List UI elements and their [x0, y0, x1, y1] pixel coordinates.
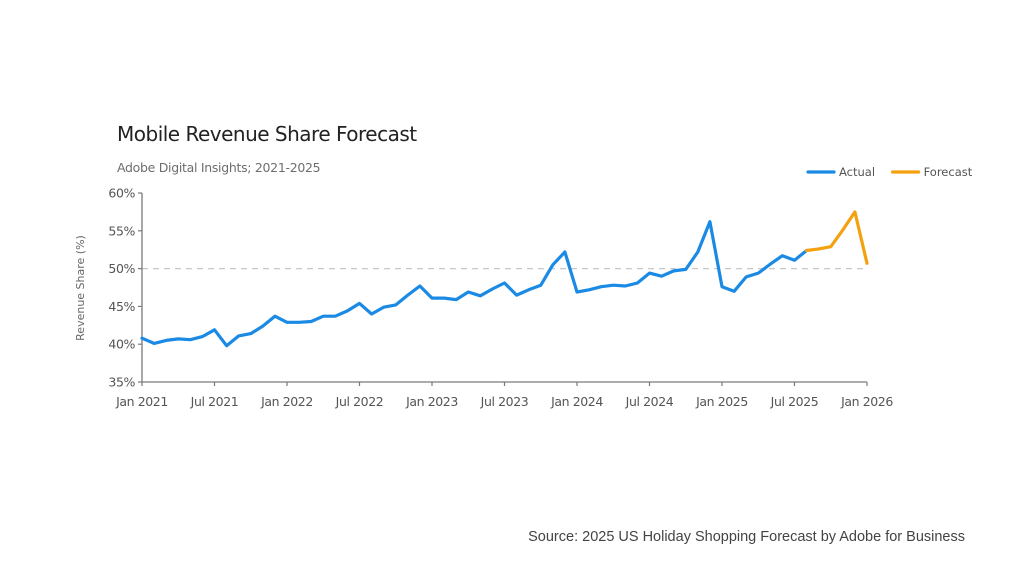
chart-title: Mobile Revenue Share Forecast [117, 122, 417, 146]
x-tick-label: Jan 2024 [550, 394, 603, 409]
y-tick-label: 50% [108, 261, 135, 276]
y-tick-label: 55% [108, 223, 135, 238]
x-tick-label: Jan 2023 [405, 394, 458, 409]
x-tick-label: Jul 2022 [335, 394, 384, 409]
y-tick-label: 45% [108, 299, 135, 314]
x-tick-label: Jan 2025 [695, 394, 748, 409]
source-note: Source: 2025 US Holiday Shopping Forecas… [528, 529, 965, 545]
legend-label-forecast: Forecast [924, 165, 973, 179]
x-tick-label: Jan 2021 [115, 394, 168, 409]
chart-subtitle: Adobe Digital Insights; 2021-2025 [117, 160, 321, 175]
x-tick-label: Jan 2026 [840, 394, 893, 409]
x-tick-label: Jul 2021 [190, 394, 239, 409]
legend: Actual Forecast [806, 165, 973, 179]
x-tick-label: Jul 2024 [625, 394, 674, 409]
y-tick-label: 40% [108, 337, 135, 352]
y-axis-label: Revenue Share (%) [74, 235, 87, 341]
series-line-forecast [804, 210, 869, 265]
axes: 35% 40% 45% 50% 55% 60% Jan 2021 Jul 2021 Jan 20… [108, 186, 893, 410]
x-tick-label: Jul 2025 [770, 394, 819, 409]
x-tick-label: Jan 2022 [260, 394, 313, 409]
x-tick-label: Jul 2023 [480, 394, 529, 409]
legend-label-actual: Actual [839, 165, 875, 179]
y-tick-label: 35% [108, 375, 135, 390]
series-line-actual [140, 220, 809, 348]
y-tick-label: 60% [108, 186, 135, 201]
series-group [140, 210, 869, 348]
